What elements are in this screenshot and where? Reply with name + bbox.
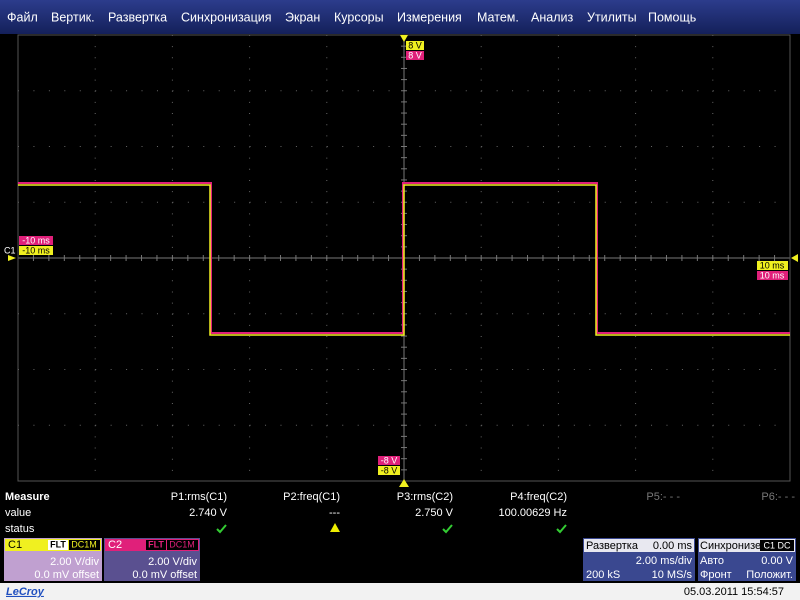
menu-item[interactable]: Матем. [477,10,519,24]
channel-scale: 2.00 V/div [50,556,99,568]
timebase-scale: 2.00 ms/div [636,555,693,567]
param-name: P3:rms(C2) [397,491,453,503]
timebase-rate: 10 MS/s [652,569,693,581]
trigger-source: C1 DC [763,540,791,550]
param-name: P1:rms(C1) [171,491,227,503]
menu-item[interactable]: Анализ [531,10,573,24]
tag-box [48,540,68,550]
trigger-level-marker [791,254,798,262]
trigger-type: Фронт [700,569,732,581]
right-c1-label: 10 ms [760,260,785,270]
status-ok [216,524,227,534]
trigger-title: Синхронизе [700,540,761,552]
param-value: 100.00629 Hz [499,507,568,519]
trigger-slope: Положит. [746,569,793,581]
menu-item[interactable]: Помощь [648,10,696,24]
menu: Файл Вертик. Развертка Синхронизация Экран Ку… [7,10,696,24]
menu-item[interactable]: Синхронизация [181,10,272,24]
param-value: 2.750 V [415,507,454,519]
left-c2-label: -10 ms [22,235,50,245]
footer [0,583,800,600]
trigger-mode: Авто [700,555,724,567]
menu-item[interactable]: Измерения [397,10,462,24]
row-label: status [5,523,35,535]
timestamp: 05.03.2011 15:54:57 [684,586,784,598]
menu-item[interactable]: Экран [285,10,320,24]
time-marker [399,479,409,487]
timebase-header [584,539,694,552]
timebase-delay: 0.00 ms [653,540,693,552]
tag-box [146,540,166,550]
channel-scale: 2.00 V/div [148,556,197,568]
c1-trace [18,184,790,336]
left-c1-label: -10 ms [22,245,50,255]
label-box [757,271,788,280]
param-value: 2.740 V [189,507,228,519]
menu-bar [0,0,800,34]
c2-trace [18,182,790,334]
menu-item[interactable]: Вертик. [51,10,95,24]
tag-box [167,540,198,550]
status-warning [330,523,340,532]
menu-item[interactable]: Утилиты [587,10,637,24]
channel-name: C1 [8,539,22,551]
label-box [19,246,53,255]
label-box [406,41,424,50]
param-name: P2:freq(C1) [283,491,340,503]
top-c1-label: 8 V [408,40,422,50]
channel-marker: C1 [4,245,16,255]
timebase-samples: 200 kS [586,569,620,581]
bottom-c2-label: -8 V [381,455,398,465]
tag-box [760,540,794,551]
status-ok [556,524,567,534]
param-value: --- [329,507,340,519]
top-c2-label: 8 V [408,50,422,60]
menu-item[interactable]: Развертка [108,10,167,24]
channel-offset: 0.0 mV offset [132,569,197,581]
brand: LeCroy [6,586,45,598]
tag-box [69,540,100,550]
c1-offset-marker [8,255,16,261]
channel-offset: 0.0 mV offset [34,569,99,581]
label-box [757,261,788,270]
param-name: P6:- - - [761,491,795,503]
channel-filter: FLT [50,539,66,549]
label-box [406,51,424,60]
label-box [378,456,400,465]
channel-filter: FLT [148,539,164,549]
menu-item[interactable]: Курсоры [334,10,384,24]
menu-item[interactable]: Файл [7,10,38,24]
channel-coupling: DC1M [71,539,97,549]
measure-params: P1:rms(C1) 2.740 V P2:freq(C1) --- P3:rms(C2… [171,491,796,519]
status-ok [442,524,453,534]
param-name: P5:- - - [646,491,680,503]
label-box [19,236,53,245]
label-box [378,466,400,475]
measure-title: Measure [5,491,50,503]
param-name: P4:freq(C2) [510,491,567,503]
right-c2-label: 10 ms [760,270,785,280]
trigger-level: 0.00 V [761,555,793,567]
timebase-title: Развертка [586,540,639,552]
channel-coupling: DC1M [169,539,195,549]
bottom-c1-label: -8 V [381,465,398,475]
trigger-delay-marker [400,35,408,42]
row-label: value [5,507,31,519]
channel-name: C2 [108,539,122,551]
